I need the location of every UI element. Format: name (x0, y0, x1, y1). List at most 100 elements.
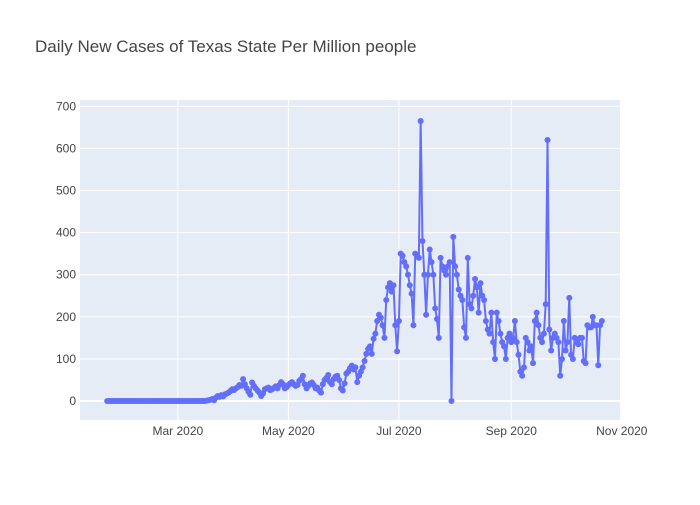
data-point (539, 339, 546, 346)
data-point (336, 377, 343, 383)
data-point (448, 398, 455, 405)
data-point (506, 330, 513, 337)
data-point (379, 322, 386, 329)
data-point (403, 263, 410, 270)
data-point (473, 284, 480, 291)
series-points (104, 118, 605, 405)
data-point (495, 318, 502, 325)
data-point (455, 286, 462, 293)
data-point (493, 309, 500, 316)
data-point (531, 318, 538, 325)
data-point (383, 297, 390, 303)
data-point (404, 271, 411, 278)
data-point (560, 318, 567, 325)
data-point (419, 238, 426, 245)
data-point (424, 271, 431, 278)
data-point (359, 364, 366, 371)
data-point (372, 330, 379, 337)
data-point (388, 288, 395, 295)
data-point (470, 292, 477, 299)
data-point (548, 347, 555, 354)
y-axis-ticks: 0 100 200 300 400 500 600 700 (56, 99, 76, 408)
data-point (410, 322, 417, 329)
data-point (366, 343, 373, 350)
data-point (511, 318, 518, 325)
data-point (482, 318, 489, 325)
data-point (452, 263, 459, 270)
data-point (464, 254, 471, 261)
y-tick-label: 100 (56, 352, 76, 366)
data-point (299, 372, 306, 379)
data-point (513, 339, 520, 346)
data-point (488, 309, 495, 316)
data-point (510, 334, 517, 341)
data-point (535, 322, 542, 329)
x-tick-label: Mar 2020 (153, 424, 204, 438)
x-tick-label: May 2020 (262, 424, 315, 438)
data-point (432, 305, 439, 312)
data-point (426, 246, 433, 253)
chart-title: Daily New Cases of Texas State Per Milli… (35, 37, 416, 56)
data-point (481, 297, 488, 303)
data-point (247, 391, 254, 398)
data-point (542, 301, 549, 308)
x-tick-label: Sep 2020 (486, 424, 538, 438)
data-point (417, 118, 424, 125)
data-point (491, 355, 498, 362)
data-point (486, 330, 493, 337)
data-point (406, 282, 413, 289)
data-point (544, 137, 551, 143)
data-point (575, 341, 582, 348)
data-point (559, 355, 566, 362)
x-axis-ticks: Mar 2020 May 2020 Jul 2020 Sep 2020 Nov 2020 (153, 424, 648, 438)
data-point (443, 271, 450, 278)
data-point (354, 379, 361, 386)
data-point (459, 297, 466, 303)
data-point (450, 233, 457, 240)
data-point (428, 259, 435, 266)
data-point (530, 360, 537, 367)
data-point (453, 271, 460, 278)
data-point (392, 322, 399, 329)
y-tick-label: 400 (56, 226, 76, 240)
data-point (564, 339, 571, 346)
data-point (533, 309, 540, 316)
data-point (461, 324, 468, 331)
data-point (595, 362, 602, 369)
y-tick-label: 0 (69, 394, 76, 408)
data-point (502, 355, 509, 362)
data-point (589, 313, 596, 320)
data-point (381, 334, 388, 341)
data-point (468, 305, 475, 312)
data-point (395, 318, 402, 325)
data-point (472, 275, 479, 282)
data-point (546, 326, 553, 333)
y-tick-label: 300 (56, 268, 76, 282)
data-point (582, 360, 589, 367)
data-point (562, 347, 569, 354)
data-point (377, 314, 384, 321)
x-tick-label: Jul 2020 (376, 424, 422, 438)
data-point (437, 254, 444, 261)
data-point (415, 254, 422, 261)
data-point (328, 381, 335, 388)
data-point (515, 351, 522, 358)
y-tick-label: 500 (56, 184, 76, 198)
data-point (361, 358, 368, 365)
x-tick-label: Nov 2020 (596, 424, 648, 438)
data-point (598, 318, 605, 325)
data-point (399, 252, 406, 259)
data-point (520, 364, 527, 371)
data-point (240, 376, 247, 383)
data-point (341, 380, 348, 387)
data-point (555, 339, 562, 346)
data-point (368, 350, 375, 357)
data-point (435, 334, 442, 341)
data-point (540, 330, 547, 337)
data-point (325, 371, 332, 378)
data-point (477, 280, 484, 287)
data-point (475, 309, 482, 316)
data-point (497, 330, 504, 337)
